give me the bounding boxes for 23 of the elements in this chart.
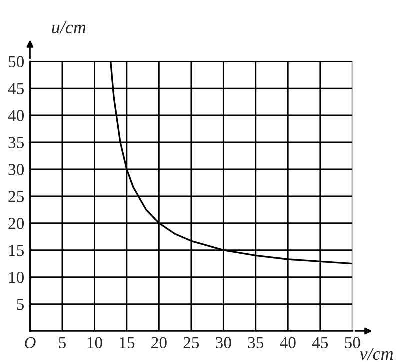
x-tick-label: 35 — [248, 337, 264, 349]
y-tick-label: 45 — [8, 83, 24, 94]
x-tick-label: O — [25, 337, 36, 349]
y-tick-label: 50 — [8, 56, 24, 68]
y-tick-label: 10 — [9, 272, 24, 284]
x-tick-label: 30 — [216, 337, 232, 349]
y-tick-label: 35 — [8, 137, 24, 148]
x-tick-label: 20 — [152, 337, 167, 349]
y-tick-label: 20 — [8, 218, 24, 230]
x-tick-label: 15 — [120, 337, 135, 349]
x-tick-label: 10 — [88, 337, 102, 349]
x-tick-label: 25 — [184, 337, 200, 349]
x-tick-label: 45 — [312, 337, 328, 349]
x-axis-title: v/cm — [360, 348, 394, 360]
y-tick-label: 15 — [9, 245, 24, 256]
y-axis-title: u/cm — [52, 22, 86, 34]
y-tick-label: 25 — [8, 191, 24, 202]
y-tick-label: 30 — [8, 164, 24, 176]
x-tick-label: 5 — [59, 337, 66, 349]
x-tick-label: 40 — [280, 337, 296, 349]
x-tick-label: 50 — [345, 337, 360, 349]
y-tick-label: 40 — [8, 110, 24, 122]
y-tick-label: 5 — [17, 299, 24, 310]
